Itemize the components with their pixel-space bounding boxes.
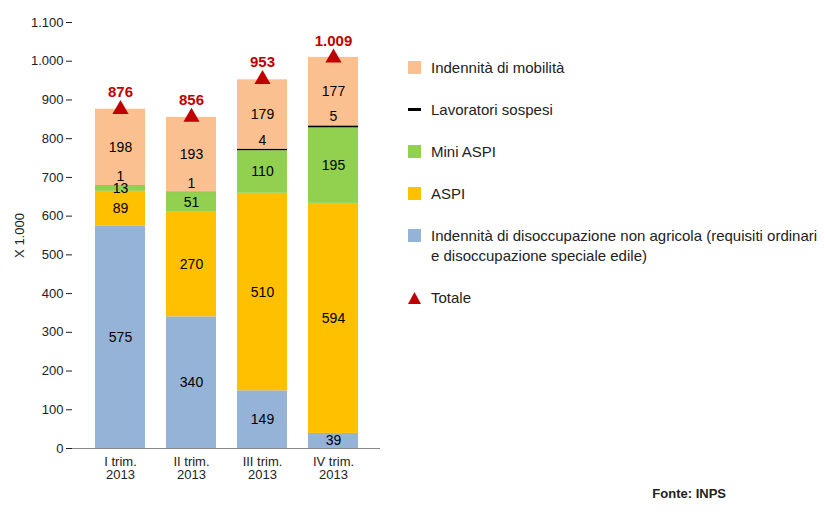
- svg-text:X 1.000: X 1.000: [12, 213, 27, 258]
- svg-text:1.000: 1.000: [31, 53, 64, 68]
- html-text:Totale: Totale: [431, 289, 471, 306]
- svg-text:4: 4: [259, 132, 267, 148]
- svg-text:III trim.2013: III trim.2013: [243, 454, 283, 482]
- svg-text:39: 39: [326, 432, 342, 448]
- svg-text:100: 100: [42, 402, 64, 417]
- svg-text:300: 300: [42, 324, 64, 339]
- html-text:Lavoratori sospesi: Lavoratori sospesi: [431, 101, 553, 118]
- html-text:Fonte: INPS: Fonte: INPS: [652, 486, 726, 501]
- svg-text:II trim.2013: II trim.2013: [173, 454, 209, 482]
- svg-text:89: 89: [113, 200, 129, 216]
- svg-text:149: 149: [251, 411, 275, 427]
- svg-text:195: 195: [322, 157, 346, 173]
- svg-text:700: 700: [42, 170, 64, 185]
- svg-text:110: 110: [251, 163, 274, 179]
- svg-text:510: 510: [251, 284, 275, 300]
- svg-text:856: 856: [179, 91, 204, 108]
- svg-text:13: 13: [112, 180, 129, 197]
- svg-text:0: 0: [56, 441, 63, 456]
- svg-text:IV trim.2013: IV trim.2013: [313, 454, 354, 482]
- svg-text:400: 400: [42, 286, 64, 301]
- svg-text:1: 1: [117, 168, 125, 184]
- svg-text:575: 575: [109, 329, 133, 345]
- svg-text:1: 1: [188, 175, 196, 191]
- svg-text:177: 177: [322, 83, 346, 99]
- svg-text:5: 5: [330, 108, 338, 124]
- svg-text:51: 51: [184, 194, 200, 210]
- svg-text:1.100: 1.100: [31, 15, 64, 30]
- svg-text:270: 270: [180, 256, 204, 272]
- svg-text:953: 953: [250, 53, 275, 70]
- svg-text:800: 800: [42, 131, 64, 146]
- svg-text:500: 500: [42, 247, 64, 262]
- svg-text:1.009: 1.009: [315, 32, 353, 49]
- svg-text:876: 876: [108, 83, 133, 100]
- svg-text:340: 340: [180, 374, 204, 390]
- html-text:Mini ASPI: Mini ASPI: [431, 143, 496, 160]
- svg-text:I trim.2013: I trim.2013: [104, 454, 137, 482]
- html-text:ASPI: ASPI: [431, 185, 466, 202]
- svg-text:198: 198: [109, 139, 133, 155]
- html-text:Indennità di mobilità: Indennità di mobilità: [431, 59, 565, 76]
- svg-text:594: 594: [322, 310, 346, 326]
- svg-text:193: 193: [180, 146, 204, 162]
- svg-text:600: 600: [42, 208, 64, 223]
- svg-text:179: 179: [251, 106, 275, 122]
- svg-text:200: 200: [42, 363, 64, 378]
- svg-text:900: 900: [42, 92, 64, 107]
- html-text:Indennità di disoccupazione no: Indennità di disoccupazione non agricola…: [431, 227, 818, 264]
